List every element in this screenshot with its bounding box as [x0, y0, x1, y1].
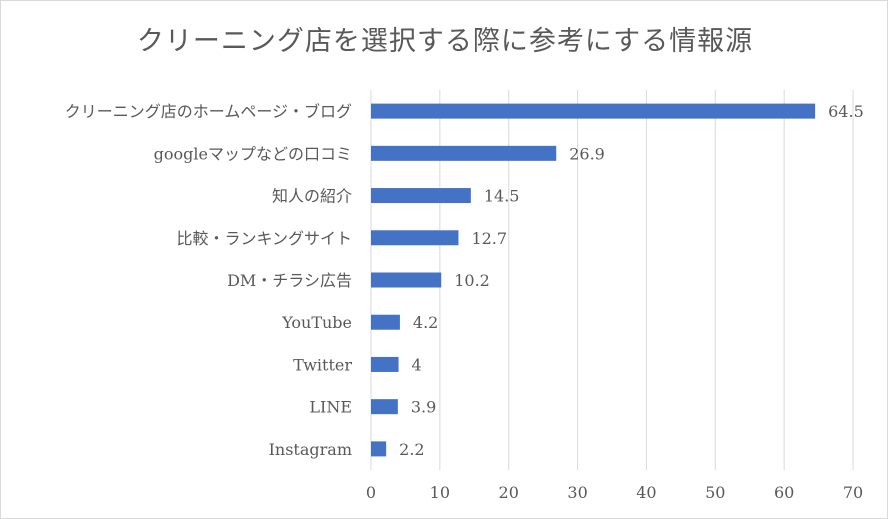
- category-label: Twitter: [293, 355, 352, 374]
- x-tick-label: 0: [366, 483, 376, 502]
- value-label: 26.9: [569, 144, 605, 163]
- x-tick-label: 30: [567, 483, 587, 502]
- value-label: 4.2: [413, 313, 438, 332]
- category-label: googleマップなどの口コミ: [154, 144, 352, 163]
- category-label: 比較・ランキングサイト: [176, 229, 352, 248]
- x-tick-label: 10: [430, 483, 450, 502]
- bar: [371, 399, 398, 415]
- x-tick-label: 70: [843, 483, 863, 502]
- category-label: DM・チラシ広告: [227, 271, 352, 290]
- category-label: 知人の紹介: [272, 187, 352, 206]
- bar: [371, 272, 442, 288]
- bar: [371, 356, 399, 372]
- category-label: クリーニング店のホームページ・ブログ: [65, 102, 352, 121]
- chart-title: クリーニング店を選択する際に参考にする情報源: [136, 26, 754, 57]
- value-label: 14.5: [484, 187, 520, 206]
- bar: [371, 145, 557, 161]
- category-label: LINE: [309, 398, 352, 417]
- value-label: 4: [412, 355, 422, 374]
- value-label: 12.7: [471, 229, 507, 248]
- category-label: YouTube: [281, 313, 352, 332]
- bar: [371, 188, 471, 204]
- bar: [371, 441, 387, 457]
- x-tick-label: 20: [499, 483, 519, 502]
- value-label: 3.9: [411, 398, 436, 417]
- x-tick-label: 40: [636, 483, 656, 502]
- x-tick-label: 50: [705, 483, 725, 502]
- value-label: 10.2: [454, 271, 490, 290]
- category-label: Instagram: [269, 440, 352, 459]
- bar: [371, 314, 400, 330]
- value-label: 2.2: [399, 440, 424, 459]
- x-tick-label: 60: [774, 483, 794, 502]
- bar: [371, 230, 459, 246]
- bar: [371, 103, 816, 119]
- value-label: 64.5: [828, 102, 864, 121]
